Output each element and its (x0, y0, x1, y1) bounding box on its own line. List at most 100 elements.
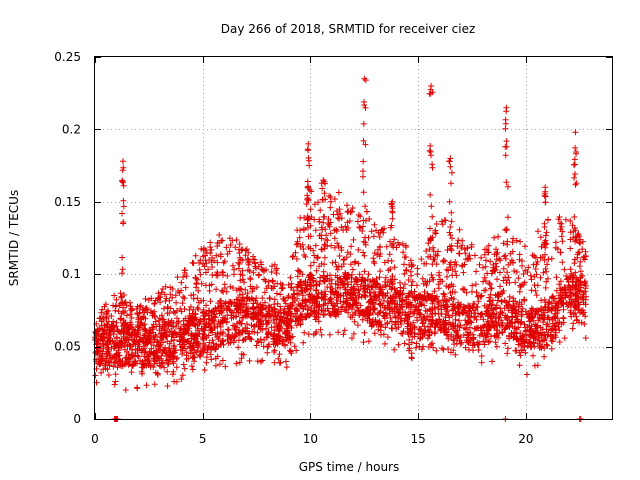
data-point (139, 349, 145, 356)
data-point (327, 288, 334, 295)
data-point (440, 290, 447, 297)
data-point (146, 336, 153, 343)
data-point (105, 358, 112, 365)
data-point (190, 291, 197, 298)
data-point (158, 289, 165, 296)
data-point (361, 329, 368, 336)
data-point (223, 288, 230, 295)
data-point (172, 292, 179, 299)
data-point (301, 252, 308, 258)
data-point (141, 321, 148, 328)
data-point (283, 315, 290, 322)
data-point (431, 330, 438, 337)
data-point (142, 305, 149, 312)
data-point (544, 342, 551, 349)
data-point (229, 262, 236, 269)
data-point (319, 226, 326, 233)
data-point (222, 300, 229, 307)
data-point (219, 269, 226, 276)
data-point (117, 337, 123, 344)
data-point (294, 315, 301, 322)
data-point (558, 295, 565, 302)
data-point (125, 361, 132, 368)
data-point (120, 158, 126, 165)
data-point (215, 300, 222, 307)
data-point (430, 344, 437, 351)
data-point (401, 270, 408, 277)
data-points (92, 75, 589, 422)
data-point (322, 288, 328, 295)
data-point (321, 241, 328, 248)
data-point (532, 266, 539, 272)
data-point (230, 322, 237, 329)
data-point (579, 294, 586, 301)
data-point (138, 337, 145, 343)
data-point (512, 279, 519, 286)
data-point (481, 287, 488, 294)
data-point (209, 264, 216, 270)
data-point (171, 343, 178, 350)
data-point (175, 318, 182, 325)
data-point (278, 285, 285, 292)
data-point (572, 269, 579, 276)
plot-frame (94, 56, 613, 420)
data-point (530, 352, 536, 359)
data-point (250, 306, 257, 313)
data-point (446, 198, 453, 205)
data-point (424, 308, 431, 315)
data-point (182, 329, 189, 336)
data-point (384, 319, 391, 326)
data-point (291, 343, 298, 350)
data-point (408, 301, 415, 308)
data-point (419, 275, 426, 282)
data-point (531, 362, 538, 369)
data-point (429, 164, 436, 171)
data-point (405, 320, 412, 327)
data-point (493, 263, 500, 270)
data-point (156, 362, 163, 369)
data-point (282, 300, 289, 307)
data-point (413, 344, 419, 351)
data-point (445, 346, 452, 352)
data-point (283, 358, 289, 365)
data-point (495, 233, 502, 240)
data-point (269, 263, 275, 270)
data-point (343, 306, 350, 313)
data-point (164, 304, 171, 311)
data-point (217, 251, 224, 258)
data-point (421, 260, 428, 267)
data-point (572, 310, 579, 316)
data-point (119, 254, 126, 261)
data-point (360, 278, 366, 285)
data-point (166, 351, 173, 358)
data-point (472, 252, 478, 259)
data-point (549, 316, 556, 323)
data-point (178, 376, 185, 383)
data-point (356, 271, 363, 278)
data-point (271, 296, 278, 303)
data-point (474, 310, 481, 317)
data-point (134, 345, 141, 352)
data-point (546, 323, 553, 330)
data-point (288, 284, 295, 291)
data-point (542, 265, 549, 272)
data-point (368, 296, 375, 303)
data-point (262, 278, 269, 284)
data-point (467, 305, 474, 312)
data-point (203, 359, 210, 366)
data-point (427, 293, 434, 300)
data-point (235, 265, 242, 272)
data-point (582, 285, 589, 292)
data-point (159, 359, 166, 366)
data-point (312, 227, 319, 234)
data-point (190, 306, 197, 313)
data-point (321, 213, 328, 220)
data-point (375, 246, 381, 253)
data-point (259, 295, 266, 302)
data-point (203, 260, 210, 267)
y-axis-label: SRMTID / TECUs (7, 190, 21, 286)
data-point (241, 298, 248, 305)
data-point (315, 290, 322, 297)
data-point (391, 264, 398, 271)
data-point (357, 224, 364, 231)
